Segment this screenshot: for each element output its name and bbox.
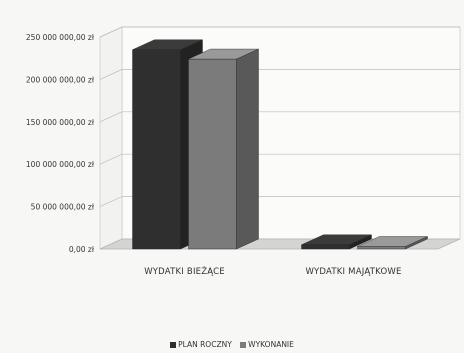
y-tick-label: 50 000 000,00 zł — [31, 203, 95, 212]
y-tick-label: 0,00 zł — [69, 245, 95, 254]
x-category-label: WYDATKI MAJĄTKOWE — [305, 267, 401, 277]
legend-swatch-wykonanie — [240, 342, 247, 348]
y-tick-label: 100 000 000,00 zł — [26, 160, 95, 169]
gridline — [99, 69, 460, 80]
x-category-label: WYDATKI BIEŻĄCE — [144, 266, 225, 277]
legend: PLAN ROCZNY WYKONANIE — [0, 340, 464, 349]
gridline — [99, 153, 460, 165]
y-tick-label: 200 000 000,00 zł — [26, 75, 95, 84]
y-tick-label: 250 000 000,00 zł — [26, 33, 95, 42]
gridline — [99, 196, 460, 207]
legend-item-wykonanie: WYKONANIE — [240, 340, 294, 349]
legend-label-plan: PLAN ROCZNY — [178, 340, 232, 349]
x-axis-categories: WYDATKI BIEŻĄCE WYDATKI MAJĄTKOWE — [144, 266, 401, 277]
gridline — [99, 26, 460, 38]
bar-top — [301, 234, 372, 245]
bar-top — [132, 39, 203, 50]
legend-label-wykonanie: WYKONANIE — [248, 340, 294, 349]
legend-swatch-plan — [170, 342, 177, 348]
side-wall — [99, 26, 123, 250]
y-tick-label: 150 000 000,00 zł — [26, 118, 95, 127]
y-axis-ticks: 0,00 zł 50 000 000,00 zł 100 000 000,00 zł… — [26, 33, 95, 254]
bar — [301, 244, 350, 250]
bar — [357, 246, 406, 250]
bar-top — [357, 236, 428, 247]
legend-item-plan: PLAN ROCZNY — [170, 340, 232, 349]
bar — [132, 49, 181, 250]
bars — [132, 39, 428, 250]
gridline — [99, 111, 460, 123]
bar-side — [236, 48, 259, 250]
gridlines — [99, 26, 460, 250]
bar — [188, 58, 237, 250]
bar-top — [188, 48, 259, 60]
